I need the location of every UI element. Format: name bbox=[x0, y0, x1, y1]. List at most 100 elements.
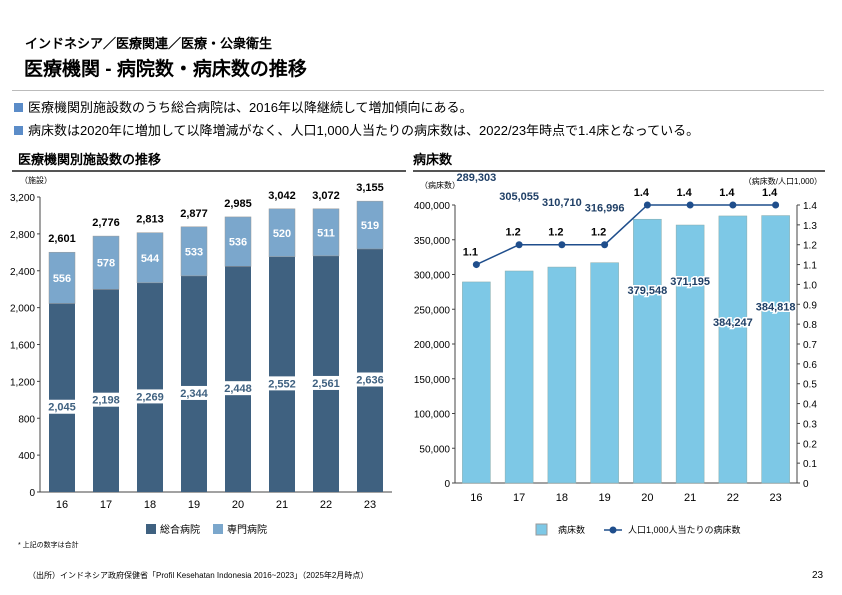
breadcrumb: インドネシア／医療関連／医療・公衆衛生 bbox=[25, 36, 273, 51]
line-beds-per-1000 bbox=[476, 204, 776, 266]
x-tick-label: 17 bbox=[513, 492, 525, 504]
bar-general-17 bbox=[93, 289, 119, 492]
line-point bbox=[601, 241, 609, 249]
x-tick-label: 16 bbox=[56, 499, 68, 511]
y2-tick-label: 0.7 bbox=[803, 340, 817, 351]
page-title: 医療機関 - 病院数・病床数の推移 bbox=[24, 59, 307, 80]
data-label-total: 3,155 bbox=[356, 182, 384, 194]
legend-label: 病床数 bbox=[558, 524, 585, 535]
y-tick-label: 0 bbox=[29, 488, 35, 499]
legend-swatch bbox=[535, 523, 548, 536]
data-label-ratio: 1.4 bbox=[762, 187, 778, 199]
data-label-beds: 371,195 bbox=[670, 276, 710, 288]
label-bg bbox=[90, 392, 122, 407]
y-tick-label: 100,000 bbox=[414, 410, 451, 421]
page-number: 23 bbox=[812, 570, 824, 581]
data-label-total: 2,877 bbox=[180, 208, 208, 220]
bar-specialty-18 bbox=[136, 232, 164, 284]
label-bg bbox=[310, 375, 342, 390]
y-tick-label: 0 bbox=[444, 479, 450, 490]
divider bbox=[12, 90, 824, 91]
data-label-ratio: 1.4 bbox=[719, 187, 735, 199]
legend-label: 総合病院 bbox=[160, 523, 200, 536]
bar-beds-20 bbox=[633, 218, 662, 484]
bar-specialty-19 bbox=[180, 226, 208, 277]
divider bbox=[12, 170, 406, 172]
x-tick-label: 23 bbox=[770, 492, 782, 504]
line-point bbox=[558, 241, 566, 249]
x-tick-label: 18 bbox=[556, 492, 568, 504]
data-label-beds: 316,996 bbox=[585, 203, 625, 215]
line-point bbox=[515, 241, 523, 249]
y-tick-label: 3,200 bbox=[10, 193, 35, 204]
y-tick-label: 250,000 bbox=[414, 305, 451, 316]
y2-tick-label: 1.4 bbox=[803, 201, 817, 212]
data-label-general: 2,448 bbox=[224, 383, 252, 395]
source-note: （出所）インドネシア政府保健省「Profil Kesehatan Indones… bbox=[28, 571, 369, 580]
data-label-total: 2,776 bbox=[92, 217, 120, 229]
y-axis-label: （施設） bbox=[20, 175, 52, 185]
data-label-general: 2,269 bbox=[136, 391, 164, 403]
y-tick-label: 350,000 bbox=[414, 236, 451, 247]
bar-beds-18 bbox=[547, 266, 577, 484]
bar-beds-22 bbox=[718, 215, 748, 484]
x-tick-label: 23 bbox=[364, 499, 376, 511]
x-tick-label: 19 bbox=[599, 492, 611, 504]
bar-general-19 bbox=[181, 275, 207, 492]
data-label-general: 2,636 bbox=[356, 374, 384, 386]
bar-general-18 bbox=[137, 282, 163, 492]
data-label-specialty: 520 bbox=[273, 228, 291, 240]
label-bg bbox=[46, 399, 78, 414]
data-label-general: 2,045 bbox=[48, 402, 76, 414]
y2-tick-label: 0.4 bbox=[803, 400, 817, 411]
data-label-ratio: 1.4 bbox=[634, 187, 650, 199]
bar-specialty-20 bbox=[224, 216, 252, 267]
y2-tick-label: 0.9 bbox=[803, 300, 817, 311]
x-tick-label: 19 bbox=[188, 499, 200, 511]
bar-beds-21 bbox=[675, 224, 705, 484]
y-tick-label: 400 bbox=[18, 451, 35, 462]
y-tick-label: 2,400 bbox=[10, 267, 35, 278]
data-label-beds: 289,303 bbox=[456, 172, 496, 184]
y2-tick-label: 0 bbox=[803, 479, 809, 490]
x-tick-label: 16 bbox=[470, 492, 482, 504]
data-label-ratio: 1.2 bbox=[505, 227, 520, 239]
bar-beds-17 bbox=[504, 270, 534, 484]
x-tick-label: 21 bbox=[276, 499, 288, 511]
legend-label: 専門病院 bbox=[227, 523, 267, 536]
y-tick-label: 2,000 bbox=[10, 304, 35, 315]
y2-axis-label: （病床数/人口1,000） bbox=[744, 176, 822, 186]
bullet-1: 医療機関別施設数のうち総合病院は、2016年以降継続して増加傾向にある。 bbox=[14, 97, 473, 116]
data-label-beds: 384,247 bbox=[713, 317, 753, 329]
y-axis-label: （病床数） bbox=[420, 180, 460, 190]
data-label-specialty: 544 bbox=[141, 253, 160, 265]
line-point bbox=[686, 201, 694, 209]
data-label-specialty: 511 bbox=[317, 227, 335, 239]
data-label-general: 2,552 bbox=[268, 378, 296, 390]
x-tick-label: 20 bbox=[641, 492, 653, 504]
y-tick-label: 1,200 bbox=[10, 377, 35, 388]
data-label-beds: 384,818 bbox=[756, 302, 796, 314]
y2-tick-label: 1.2 bbox=[803, 241, 817, 252]
x-tick-label: 22 bbox=[727, 492, 739, 504]
x-tick-label: 22 bbox=[320, 499, 332, 511]
bar-specialty-17 bbox=[92, 235, 120, 290]
data-label-beds: 310,710 bbox=[542, 197, 582, 209]
data-label-total: 3,072 bbox=[312, 190, 340, 202]
y2-tick-label: 0.1 bbox=[803, 459, 817, 470]
y2-tick-label: 0.8 bbox=[803, 320, 817, 331]
bar-general-21 bbox=[269, 256, 295, 492]
data-label-total: 2,813 bbox=[136, 214, 164, 226]
bar-beds-19 bbox=[590, 262, 619, 484]
line-point bbox=[643, 201, 651, 209]
data-label-specialty: 533 bbox=[185, 246, 203, 258]
y-tick-label: 50,000 bbox=[419, 444, 450, 455]
data-label-beds: 305,055 bbox=[499, 191, 539, 203]
bar-specialty-21 bbox=[268, 208, 296, 257]
y2-tick-label: 0.2 bbox=[803, 439, 817, 450]
data-label-general: 2,344 bbox=[180, 388, 208, 400]
right-chart-title: 病床数 bbox=[413, 152, 453, 167]
legend-swatch bbox=[146, 524, 156, 534]
label-bg bbox=[354, 372, 386, 387]
